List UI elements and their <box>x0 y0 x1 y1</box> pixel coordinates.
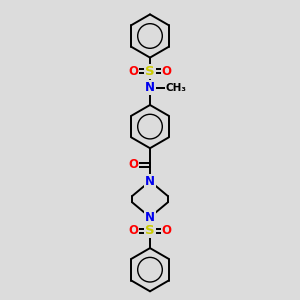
Text: O: O <box>128 64 139 78</box>
Text: N: N <box>145 175 155 188</box>
Text: O: O <box>161 224 172 237</box>
Text: CH₃: CH₃ <box>166 82 187 93</box>
Text: O: O <box>128 158 139 171</box>
Text: S: S <box>145 64 155 78</box>
Text: N: N <box>145 211 155 224</box>
Text: O: O <box>128 224 139 237</box>
Text: N: N <box>145 81 155 94</box>
Text: S: S <box>145 224 155 237</box>
Text: O: O <box>161 64 172 78</box>
